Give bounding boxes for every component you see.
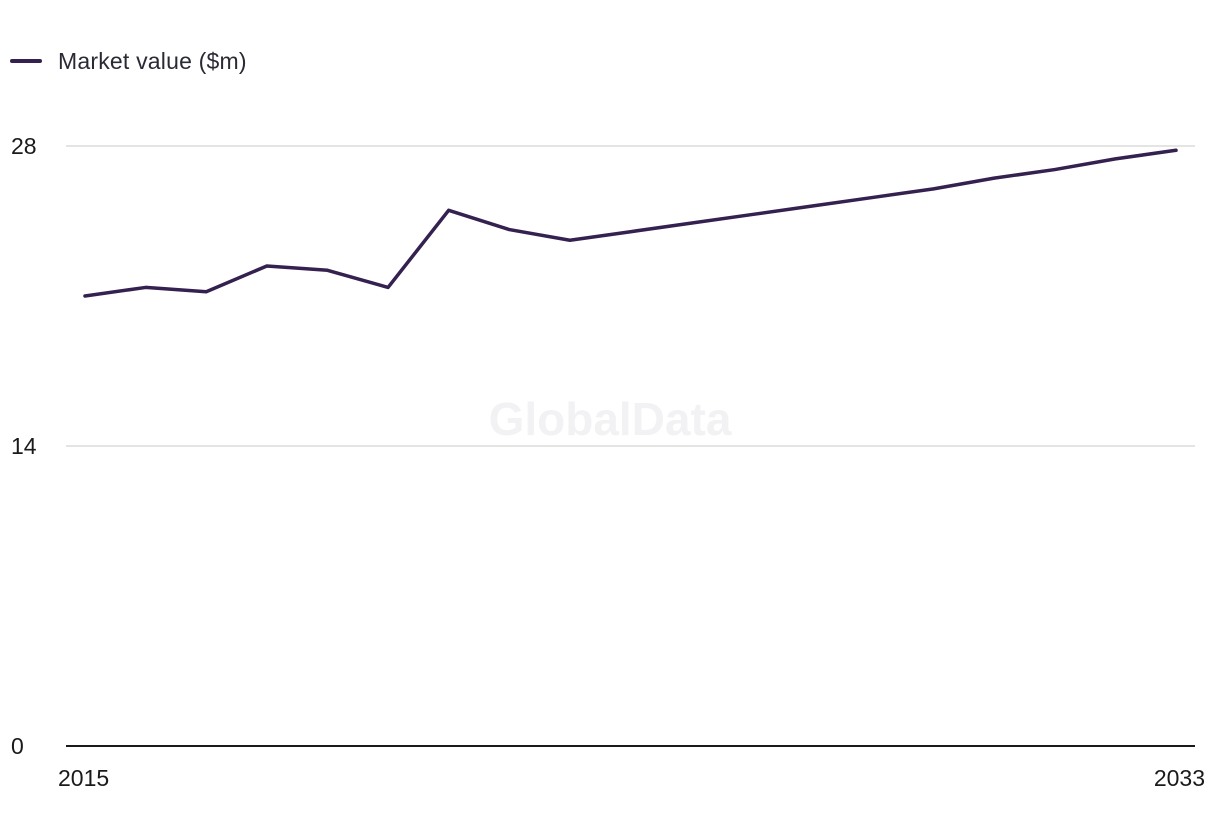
watermark-text: GlobalData: [489, 393, 732, 445]
x-tick-label: 2015: [58, 765, 109, 791]
data-point[interactable]: [804, 198, 820, 214]
legend: Market value ($m): [10, 46, 247, 76]
data-point[interactable]: [380, 279, 396, 295]
legend-swatch: [10, 59, 42, 63]
data-point[interactable]: [259, 258, 275, 274]
data-point[interactable]: [986, 170, 1002, 186]
data-point[interactable]: [926, 181, 942, 197]
data-point[interactable]: [562, 232, 578, 248]
data-point[interactable]: [1047, 162, 1063, 178]
data-point[interactable]: [138, 279, 154, 295]
x-tick-label: 2033: [1154, 765, 1205, 791]
data-point[interactable]: [501, 222, 517, 238]
data-point[interactable]: [623, 224, 639, 240]
data-point[interactable]: [77, 288, 93, 304]
data-point[interactable]: [865, 189, 881, 205]
y-tick-label: 14: [11, 433, 37, 459]
legend-label: Market value ($m): [58, 47, 247, 74]
data-point[interactable]: [1107, 151, 1123, 167]
y-tick-label: 0: [11, 733, 24, 759]
data-point[interactable]: [198, 284, 214, 300]
y-tick-label: 28: [11, 133, 37, 159]
data-point[interactable]: [441, 202, 457, 218]
data-point[interactable]: [319, 262, 335, 278]
data-point[interactable]: [1168, 142, 1184, 158]
data-point[interactable]: [683, 215, 699, 231]
data-point[interactable]: [744, 207, 760, 223]
series-line-market-value: [83, 148, 1178, 298]
